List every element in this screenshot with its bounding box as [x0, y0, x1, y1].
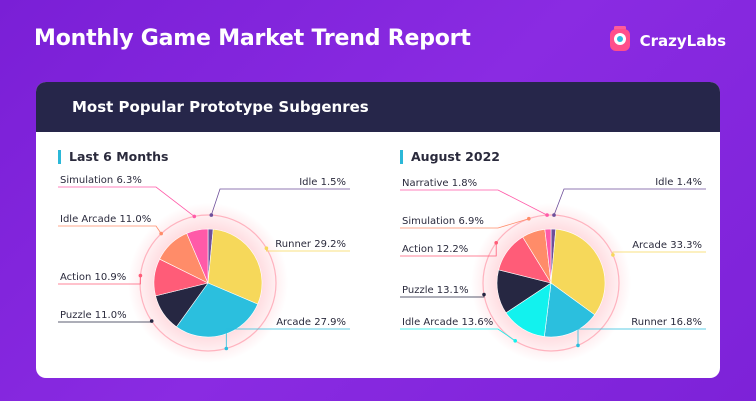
leader-dot: [138, 273, 143, 278]
pie-slice-narrative: [544, 228, 552, 284]
leader-dot: [513, 339, 517, 343]
slice-label: Arcade 27.9%: [276, 317, 346, 328]
leader-dot: [527, 216, 531, 221]
leader-dot: [264, 246, 269, 250]
slice-label: Action 12.2%: [402, 244, 468, 255]
pie-slice-arcade: [550, 228, 606, 316]
page-title: Monthly Game Market Trend Report: [34, 26, 471, 51]
leader-line: [58, 275, 141, 285]
leader-dot: [159, 231, 163, 236]
slice-label: Action 10.9%: [60, 272, 126, 283]
crazylabs-logo-icon: [608, 26, 632, 56]
pie-slice-simulation: [186, 228, 209, 284]
leader-line: [225, 328, 350, 349]
brand: CrazyLabs: [608, 26, 726, 56]
chart-title-left: Last 6 Months: [58, 150, 168, 164]
leader-dot: [192, 214, 197, 219]
slice-label: Simulation 6.3%: [60, 175, 142, 186]
leader-dot: [482, 292, 486, 297]
pie-chart-0: Idle 1.5% Runner 29.2% Arcade 27.9% Puzzle …: [58, 175, 350, 363]
leader-dot: [149, 319, 154, 323]
chart-card: Most Popular Prototype Subgenres Last 6 …: [36, 82, 720, 378]
leader-line: [58, 186, 195, 217]
leader-line: [400, 328, 516, 342]
slice-label: Idle Arcade 13.6%: [402, 317, 493, 328]
slice-label: Arcade 33.3%: [632, 240, 702, 251]
pie-charts: Idle 1.5% Runner 29.2% Arcade 27.9% Puzzle …: [58, 175, 706, 363]
pie-slice-runner: [544, 282, 596, 338]
leader-line: [612, 251, 706, 255]
leader-line: [553, 188, 706, 216]
leader-dot: [494, 241, 499, 245]
leader-dot: [611, 253, 615, 257]
slice-label: Simulation 6.9%: [402, 216, 484, 227]
brand-name: CrazyLabs: [639, 32, 726, 50]
leader-line: [400, 242, 497, 257]
slice-label: Idle 1.5%: [299, 177, 346, 188]
slice-label: Narrative 1.8%: [402, 178, 477, 189]
pie-ring: [482, 214, 620, 352]
leader-line: [210, 188, 350, 216]
card-title: Most Popular Prototype Subgenres: [36, 82, 720, 132]
pie-slice-runner: [207, 228, 263, 305]
slice-label: Runner 29.2%: [275, 239, 346, 250]
leader-dot: [545, 213, 549, 217]
leader-dot: [224, 346, 229, 351]
chart-title-right: August 2022: [400, 150, 500, 164]
leader-line: [58, 321, 153, 323]
leader-line: [577, 328, 706, 346]
slice-label: Idle 1.4%: [655, 177, 702, 188]
leader-line: [58, 225, 162, 234]
slice-label: Runner 16.8%: [631, 317, 702, 328]
leader-line: [400, 189, 548, 216]
pie-slice-arcade: [176, 282, 259, 338]
leader-dot: [552, 213, 556, 217]
leader-dot: [209, 213, 214, 217]
leader-line: [400, 218, 529, 229]
leader-dot: [576, 343, 580, 348]
slice-label: Idle Arcade 11.0%: [60, 214, 151, 225]
slice-label: Puzzle 11.0%: [60, 310, 127, 321]
slice-label: Puzzle 13.1%: [402, 285, 469, 296]
pie-chart-1: Idle 1.4% Arcade 33.3% Runner 16.8% Idle Ar…: [400, 177, 706, 363]
